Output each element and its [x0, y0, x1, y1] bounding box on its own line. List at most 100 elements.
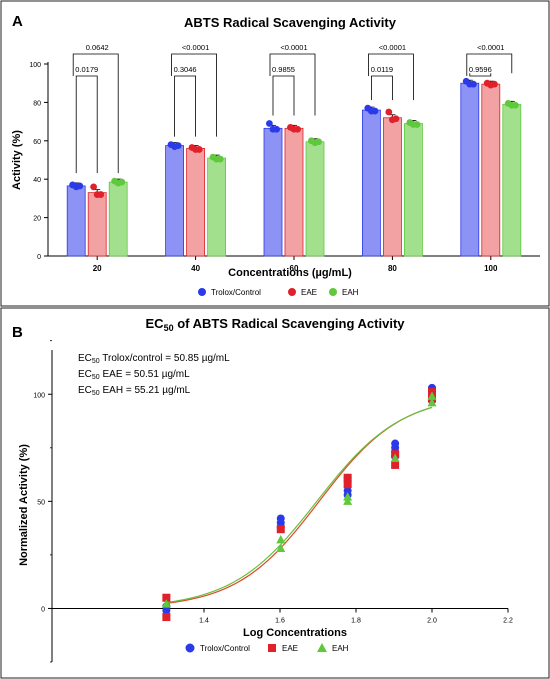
bracket-outer-3	[368, 53, 414, 101]
y-tick-label-a-5: 100	[29, 62, 41, 69]
point-b-eah-4	[343, 496, 353, 505]
p-value-outer-4: <0.0001	[477, 43, 504, 52]
legend-a-trolox-marker	[198, 288, 206, 296]
point-eae-2-2	[294, 125, 301, 133]
chart-b-ylabel: Normalized Activity (%)	[18, 444, 30, 566]
bar-trolox-1	[165, 145, 185, 257]
legend-b-eah-marker	[317, 643, 327, 652]
legend-b-eae-marker	[268, 644, 276, 652]
point-eae-0-0	[90, 183, 97, 191]
x-tick-label-a-1: 40	[191, 264, 200, 273]
legend-a-eae-marker	[288, 288, 296, 296]
point-eae-4-2	[491, 80, 498, 88]
bracket-outer-1	[171, 53, 217, 137]
panel-b-letter: B	[12, 324, 23, 341]
chart-a-title: ABTS Radical Scavenging Activity	[184, 15, 397, 30]
point-b-eah-1	[276, 534, 286, 544]
x-tick-label-b-0: 1.4	[199, 617, 209, 624]
fit-curve-eae	[166, 406, 433, 604]
bar-trolox-2	[263, 127, 283, 257]
point-b-eah-3	[343, 492, 353, 501]
point-b-eah-7	[427, 397, 437, 407]
point-trolox-3-2	[371, 107, 379, 115]
point-b-eah-5	[390, 453, 400, 463]
point-trolox-0-2	[76, 182, 84, 190]
y-tick-label-a-2: 40	[33, 177, 41, 184]
y-tick-label-a-4: 80	[33, 100, 41, 107]
legend-a-eah-marker	[329, 288, 337, 296]
point-eah-2-2	[315, 138, 322, 146]
bracket-inner-0	[75, 75, 98, 174]
chart-b-title-rest: of ABTS Radical Scavenging Activity	[174, 316, 406, 331]
y-tick-label-a-1: 20	[33, 216, 41, 223]
legend-b-eae-label: EAE	[282, 644, 298, 653]
ec50-eae-annotation: EC50 EAE = 50.51 µg/mL	[78, 369, 190, 381]
bar-eae-4	[481, 83, 501, 257]
chart-a-legend: Trolox/Control EAE EAH	[198, 288, 359, 297]
bar-eah-1	[207, 157, 227, 257]
point-b-eah-2	[276, 543, 286, 552]
p-value-inner-2: 0.9855	[272, 65, 295, 74]
p-value-inner-3: 0.0119	[371, 65, 393, 74]
point-b-eae-2	[276, 525, 285, 534]
p-value-inner-1: 0.3046	[174, 65, 197, 74]
chart-b-title-main: EC	[146, 316, 165, 331]
point-b-eae-0	[162, 593, 171, 602]
panel-a-frame	[0, 0, 550, 307]
point-b-trolox-1	[162, 606, 171, 615]
x-tick-label-b-4: 2.2	[503, 617, 513, 624]
point-eah-4-2	[512, 101, 519, 109]
bar-trolox-3	[361, 109, 381, 257]
bracket-inner-4	[469, 73, 492, 77]
bar-eah-3	[403, 123, 423, 257]
chart-a-xlabel: Concentrations (µg/mL)	[228, 267, 352, 279]
y-tick-label-b-1: 50	[37, 499, 45, 506]
point-b-eah-0	[161, 599, 171, 608]
bar-eae-2	[284, 127, 304, 257]
bar-eae-3	[382, 117, 402, 257]
x-tick-label-a-0: 20	[93, 264, 102, 273]
point-eae-1-2	[195, 146, 203, 153]
ec50-eah-annotation: EC50 EAH = 55.21 µg/mL	[78, 385, 191, 397]
bar-eah-4	[502, 103, 522, 257]
point-b-eae-4	[343, 480, 352, 489]
legend-b-trolox-marker	[185, 643, 195, 653]
x-tick-label-b-3: 2.0	[427, 617, 437, 624]
point-eae-3-2	[392, 115, 400, 123]
chart-b-xlabel: Log Concentrations	[243, 627, 347, 639]
bracket-outer-2	[269, 53, 316, 116]
legend-b-eah-label: EAH	[332, 644, 349, 653]
p-value-inner-0: 0.0179	[75, 65, 98, 74]
p-value-inner-4: 0.9596	[469, 65, 492, 74]
point-eah-3-2	[413, 121, 421, 128]
chart-a-ylabel: Activity (%)	[11, 130, 23, 190]
bar-eae-1	[186, 148, 206, 257]
x-tick-label-a-2: 60	[290, 264, 299, 273]
point-trolox-2-2	[273, 125, 280, 133]
legend-a-eah-label: EAH	[342, 288, 359, 297]
bar-trolox-4	[460, 82, 480, 257]
bar-eae-0	[87, 192, 107, 257]
chart-b-title-sub: 50	[164, 323, 174, 333]
point-b-eae-6	[391, 460, 400, 469]
chart-b-plot: 0 50 100 1.4 1.6 1.8 2.0 2.2	[33, 340, 513, 663]
x-tick-label-a-4: 100	[484, 264, 498, 273]
chart-b-annotations: EC50 Trolox/control = 50.85 µg/mL EC50 E…	[78, 353, 230, 397]
point-trolox-1-2	[174, 142, 182, 150]
legend-b-trolox-label: Trolox/Control	[200, 644, 250, 653]
point-eah-1-2	[216, 155, 224, 163]
point-trolox-4-2	[470, 80, 477, 88]
y-tick-label-a-0: 0	[37, 254, 41, 261]
p-value-outer-0: 0.0642	[86, 43, 109, 52]
p-value-outer-3: <0.0001	[379, 43, 406, 52]
y-tick-label-a-3: 60	[33, 139, 41, 146]
point-b-eah-6	[427, 391, 437, 400]
point-b-eae-3	[343, 473, 352, 482]
bar-trolox-0	[66, 185, 86, 257]
legend-a-trolox-label: Trolox/Control	[211, 288, 261, 297]
bracket-inner-2	[272, 75, 295, 116]
p-value-outer-2: <0.0001	[280, 43, 307, 52]
point-trolox-2-0	[266, 120, 273, 127]
